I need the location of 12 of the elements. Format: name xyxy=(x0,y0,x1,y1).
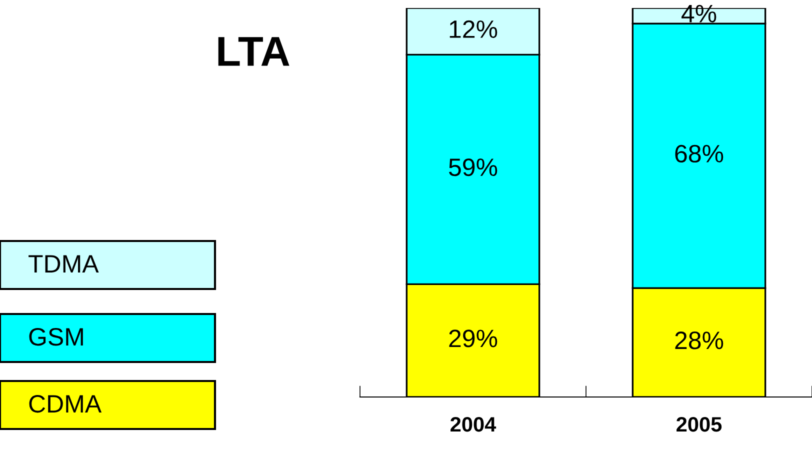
data-label: 68% xyxy=(675,144,724,163)
x-tick-label: 2005 xyxy=(676,416,722,432)
data-label: 4% xyxy=(682,4,716,22)
text: GSM xyxy=(29,328,83,346)
data-label: 59% xyxy=(448,158,498,176)
data-label: 28% xyxy=(675,332,724,350)
data-label: 12% xyxy=(450,20,498,38)
text: LTA xyxy=(218,37,290,66)
data-label: 29% xyxy=(449,330,498,348)
text: CDMA xyxy=(29,395,102,413)
x-tick-label: 2004 xyxy=(450,416,496,432)
text: TDMA xyxy=(28,255,99,272)
